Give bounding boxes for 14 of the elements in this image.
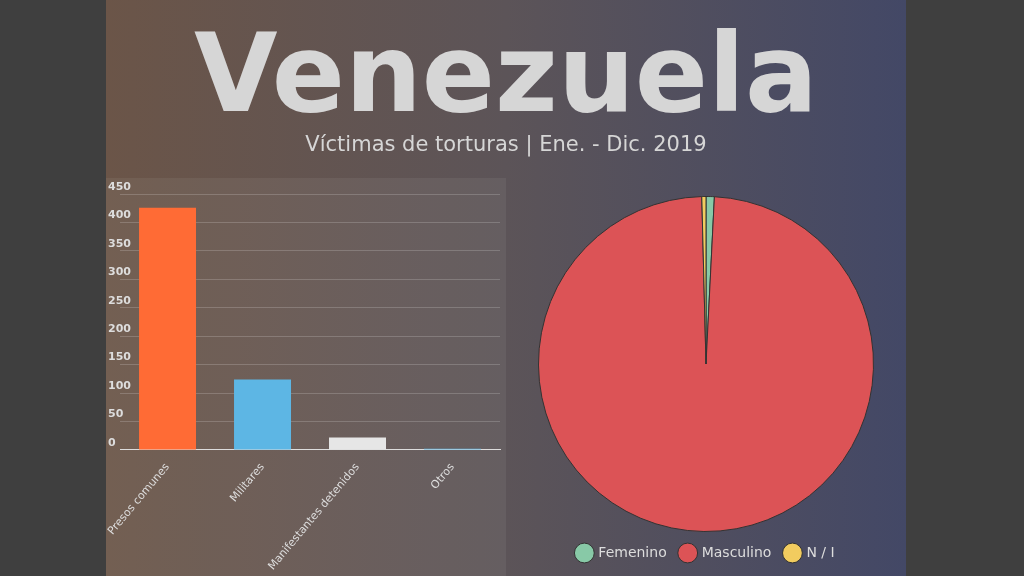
y-tick-label: 0 (108, 435, 117, 449)
y-tick-label: 200 (108, 322, 132, 336)
y-tick-label: 100 (108, 378, 132, 392)
y-tick-label: 50 (108, 407, 124, 421)
y-tick-label: 350 (108, 236, 132, 250)
y-tick-label: 300 (108, 265, 132, 279)
y-tick-label: 150 (108, 350, 132, 364)
legend-label: Femenino (598, 543, 667, 560)
y-tick-label: 400 (108, 208, 132, 222)
legend-label: Masculino (701, 543, 772, 560)
legend-label: N / I (806, 543, 835, 560)
y-tick-label: 450 (108, 179, 132, 193)
y-tick-label: 250 (108, 293, 132, 307)
chart-subtitle: Víctimas de torturas | Ene. - Dic. 2019 (304, 132, 708, 156)
